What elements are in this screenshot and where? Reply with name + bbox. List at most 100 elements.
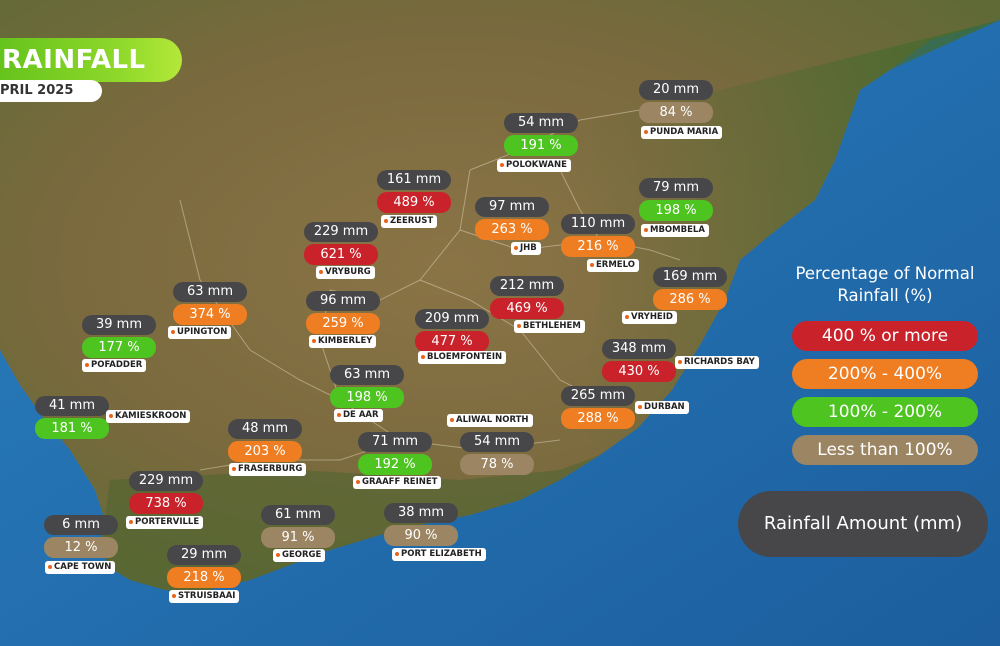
rainfall-percentage: 621 %	[304, 244, 378, 265]
rainfall-amount: 212 mm	[490, 276, 564, 296]
location-dot-icon	[171, 330, 175, 334]
location-dot-icon	[644, 228, 648, 232]
location-dot-icon	[500, 163, 504, 167]
station-name: BLOEMFONTEIN	[427, 352, 503, 362]
station-label-de-aar: DE AAR	[334, 409, 383, 422]
rainfall-amount: 63 mm	[173, 282, 247, 302]
station-label-aliwal-north: ALIWAL NORTH	[447, 414, 533, 427]
legend-title-line2: Rainfall (%)	[837, 286, 933, 305]
rainfall-percentage: 216 %	[561, 236, 635, 257]
legend-under-100: Less than 100%	[792, 435, 978, 465]
station-jhb: 97 mm 263 %	[472, 197, 552, 240]
station-label-bloemfontein: BLOEMFONTEIN	[418, 351, 507, 364]
location-dot-icon	[638, 405, 642, 409]
legend-title: Percentage of Normal Rainfall (%)	[770, 263, 1000, 307]
rainfall-percentage: 477 %	[415, 331, 489, 352]
station-label-punda-maria: PUNDA MARIA	[641, 126, 723, 139]
rainfall-amount: 48 mm	[228, 419, 302, 439]
location-dot-icon	[395, 552, 399, 556]
station-zeerust: 161 mm 489 %	[374, 170, 454, 213]
rainfall-amount: 229 mm	[129, 471, 203, 491]
station-name: DURBAN	[644, 402, 685, 412]
station-kamieskroon: 41 mm 181 %	[32, 396, 112, 439]
station-label-cape-town: CAPE TOWN	[45, 561, 116, 574]
station-ermelo: 110 mm 216 %	[558, 214, 638, 257]
rainfall-amount: 265 mm	[561, 386, 635, 406]
station-name: GRAAFF REINET	[362, 477, 438, 487]
station-name: UPINGTON	[177, 327, 228, 337]
station-label-mbombela: MBOMBELA	[641, 224, 709, 237]
location-dot-icon	[109, 414, 113, 418]
station-name: GEORGE	[282, 550, 322, 560]
station-name: BETHLEHEM	[523, 321, 581, 331]
rainfall-amount: 229 mm	[304, 222, 378, 242]
legend-rainfall-amount: Rainfall Amount (mm)	[738, 491, 988, 557]
legend-400-plus: 400 % or more	[792, 321, 978, 351]
station-name: POLOKWANE	[506, 160, 567, 170]
station-name: DE AAR	[343, 410, 379, 420]
station-label-struisbaai: STRUISBAAI	[169, 590, 240, 603]
station-label-zeerust: ZEERUST	[381, 215, 438, 228]
station-aliwal-north: 54 mm 78 %	[457, 432, 537, 475]
rainfall-percentage: 286 %	[653, 289, 727, 310]
station-name: MBOMBELA	[650, 225, 705, 235]
rainfall-amount: 161 mm	[377, 170, 451, 190]
station-name: PUNDA MARIA	[650, 127, 719, 137]
station-label-vryburg: VRYBURG	[316, 266, 375, 279]
rainfall-percentage: 177 %	[82, 337, 156, 358]
station-upington: 63 mm 374 %	[170, 282, 250, 325]
station-polokwane: 54 mm 191 %	[501, 113, 581, 156]
station-name: VRYBURG	[325, 267, 371, 277]
location-dot-icon	[85, 363, 89, 367]
station-label-vryheid: VRYHEID	[622, 311, 677, 324]
station-name: KIMBERLEY	[318, 336, 373, 346]
station-label-richards-bay: RICHARDS BAY	[675, 356, 759, 369]
legend-title-line1: Percentage of Normal	[795, 264, 975, 283]
station-label-graaff-reinet: GRAAFF REINET	[353, 476, 442, 489]
location-dot-icon	[319, 270, 323, 274]
station-label-port-elizabeth: PORT ELIZABETH	[392, 548, 486, 561]
map-subtitle: PRIL 2025	[0, 80, 102, 102]
location-dot-icon	[517, 324, 521, 328]
station-struisbaai: 29 mm 218 %	[164, 545, 244, 588]
station-name: ZEERUST	[390, 216, 434, 226]
rainfall-percentage: 191 %	[504, 135, 578, 156]
station-kimberley: 96 mm 259 %	[303, 291, 383, 334]
station-name: JHB	[520, 243, 537, 253]
legend-200-400: 200% - 400%	[792, 359, 978, 389]
location-dot-icon	[450, 418, 454, 422]
location-dot-icon	[48, 565, 52, 569]
rainfall-amount: 41 mm	[35, 396, 109, 416]
rainfall-amount: 110 mm	[561, 214, 635, 234]
rainfall-percentage: 84 %	[639, 102, 713, 123]
station-de-aar: 63 mm 198 %	[327, 365, 407, 408]
rainfall-percentage: 259 %	[306, 313, 380, 334]
station-label-ermelo: ERMELO	[587, 259, 639, 272]
location-dot-icon	[514, 246, 518, 250]
station-pofadder: 39 mm 177 %	[79, 315, 159, 358]
location-dot-icon	[384, 219, 388, 223]
location-dot-icon	[644, 130, 648, 134]
rainfall-percentage: 78 %	[460, 454, 534, 475]
rainfall-amount: 61 mm	[261, 505, 335, 525]
station-name: RICHARDS BAY	[684, 357, 755, 367]
station-label-upington: UPINGTON	[168, 326, 232, 339]
rainfall-percentage: 192 %	[358, 454, 432, 475]
location-dot-icon	[678, 360, 682, 364]
rainfall-amount: 39 mm	[82, 315, 156, 335]
station-name: PORT ELIZABETH	[401, 549, 482, 559]
rainfall-amount: 209 mm	[415, 309, 489, 329]
station-name: VRYHEID	[631, 312, 673, 322]
rainfall-amount: 20 mm	[639, 80, 713, 100]
rainfall-percentage: 218 %	[167, 567, 241, 588]
rainfall-percentage: 374 %	[173, 304, 247, 325]
station-name: CAPE TOWN	[54, 562, 112, 572]
station-vryheid: 169 mm 286 %	[650, 267, 730, 310]
station-label-kimberley: KIMBERLEY	[309, 335, 377, 348]
station-graaff-reinet: 71 mm 192 %	[355, 432, 435, 475]
station-label-durban: DURBAN	[635, 401, 689, 414]
rainfall-amount: 38 mm	[384, 503, 458, 523]
rainfall-amount: 71 mm	[358, 432, 432, 452]
station-name: KAMIESKROON	[115, 411, 187, 421]
